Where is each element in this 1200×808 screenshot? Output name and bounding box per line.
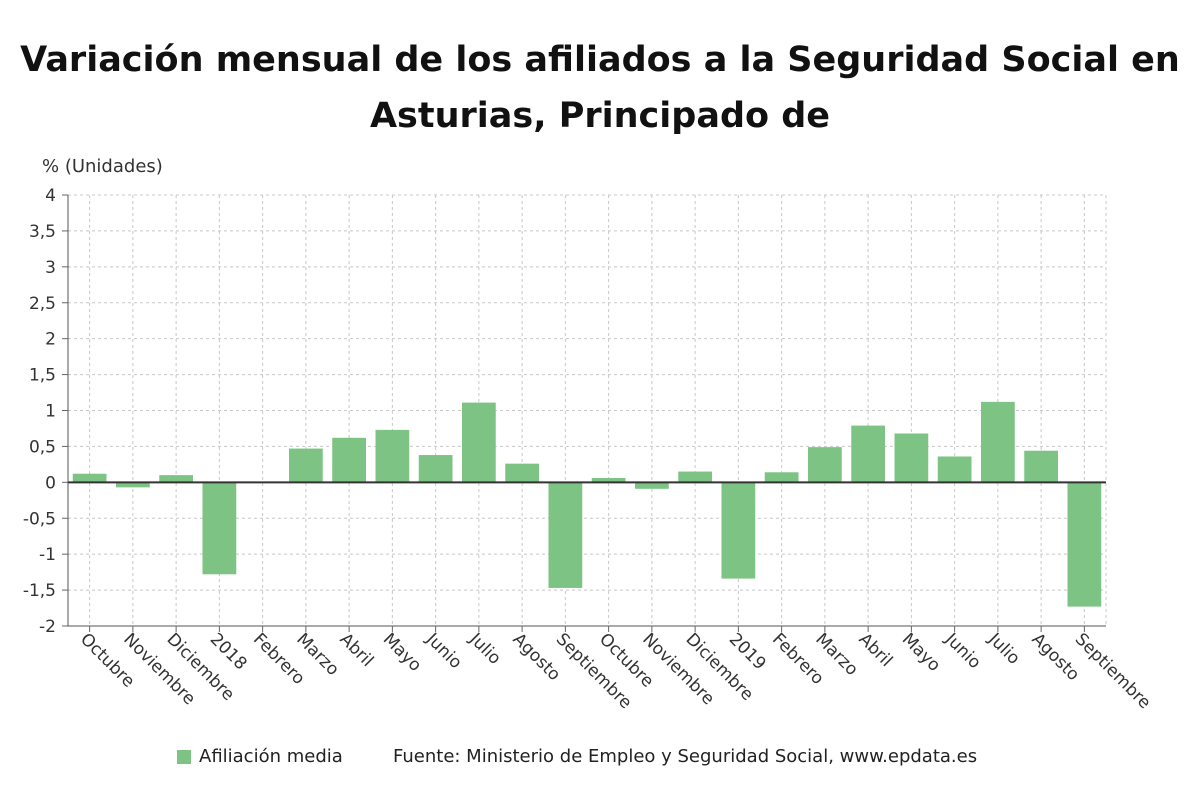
bar: [72, 473, 107, 483]
y-tick-label: 2: [45, 330, 56, 350]
y-tick-label: -1,5: [23, 581, 56, 601]
bar: [808, 447, 842, 483]
bar: [721, 482, 756, 579]
bar: [894, 433, 929, 483]
x-tick-label: Julio: [984, 629, 1024, 669]
source-note: Fuente: Ministerio de Empleo y Seguridad…: [393, 746, 978, 767]
bar: [159, 475, 193, 483]
x-tick-label: Junio: [940, 629, 984, 673]
bar: [548, 482, 583, 588]
legend-label: Afiliación media: [199, 746, 343, 767]
legend: Afiliación media: [177, 746, 343, 767]
bar: [635, 482, 669, 489]
bar: [764, 472, 799, 483]
bar: [937, 456, 972, 483]
bar: [116, 482, 150, 488]
bar: [678, 471, 712, 483]
bar: [981, 401, 1015, 483]
x-tick-label: Junio: [421, 629, 465, 673]
x-tick-label: Septiembre: [1071, 629, 1155, 713]
x-tick-label: Mayo: [379, 629, 425, 675]
bar: [505, 463, 539, 483]
y-tick-label: 3,5: [29, 222, 56, 242]
x-tick-label: Agosto: [509, 629, 565, 685]
y-tick-label: 3: [45, 258, 56, 278]
bar: [1067, 482, 1102, 607]
y-tick-label: 1,5: [29, 366, 56, 386]
y-tick-label: -1: [39, 545, 56, 565]
y-tick-label: 4: [45, 186, 56, 206]
x-tick-label: Agosto: [1028, 629, 1084, 685]
y-tick-label: 1: [45, 402, 56, 422]
bar: [332, 437, 366, 483]
y-tick-label: 0,5: [29, 437, 56, 457]
bar: [289, 448, 323, 483]
x-tick-label: Mayo: [898, 629, 944, 675]
bar: [462, 402, 496, 483]
bar: [418, 455, 453, 483]
bar: [375, 429, 410, 483]
bar: [1024, 450, 1058, 483]
x-tick-label: Julio: [465, 629, 505, 669]
legend-swatch: [177, 749, 191, 764]
y-tick-label: 2,5: [29, 294, 56, 314]
chart-title: Variación mensual de los afiliados a la …: [20, 40, 1180, 136]
bar: [591, 478, 626, 483]
y-tick-label: -0,5: [23, 509, 56, 529]
y-axis-unit-label: % (Unidades): [42, 156, 163, 177]
bar: [851, 425, 885, 483]
bar: [202, 482, 237, 575]
y-tick-label: 0: [45, 473, 56, 493]
y-tick-label: -2: [39, 617, 56, 637]
